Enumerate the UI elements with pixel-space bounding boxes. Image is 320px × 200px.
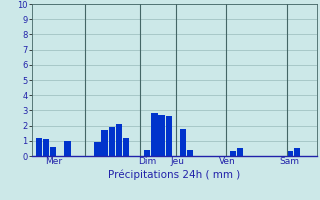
Bar [144,150,150,156]
Bar [36,138,42,156]
Bar [101,130,108,156]
Bar [151,113,157,156]
Bar [94,142,100,156]
Bar [165,116,172,156]
Bar [116,124,122,156]
Bar [108,127,115,156]
Bar [43,139,49,156]
Bar [180,129,186,156]
Bar [287,151,293,156]
Bar [230,151,236,156]
Bar [187,150,193,156]
Bar [50,147,57,156]
Bar [158,115,165,156]
Bar [64,141,71,156]
Bar [123,138,129,156]
Bar [237,148,243,156]
X-axis label: Précipitations 24h ( mm ): Précipitations 24h ( mm ) [108,169,241,180]
Bar [294,148,300,156]
